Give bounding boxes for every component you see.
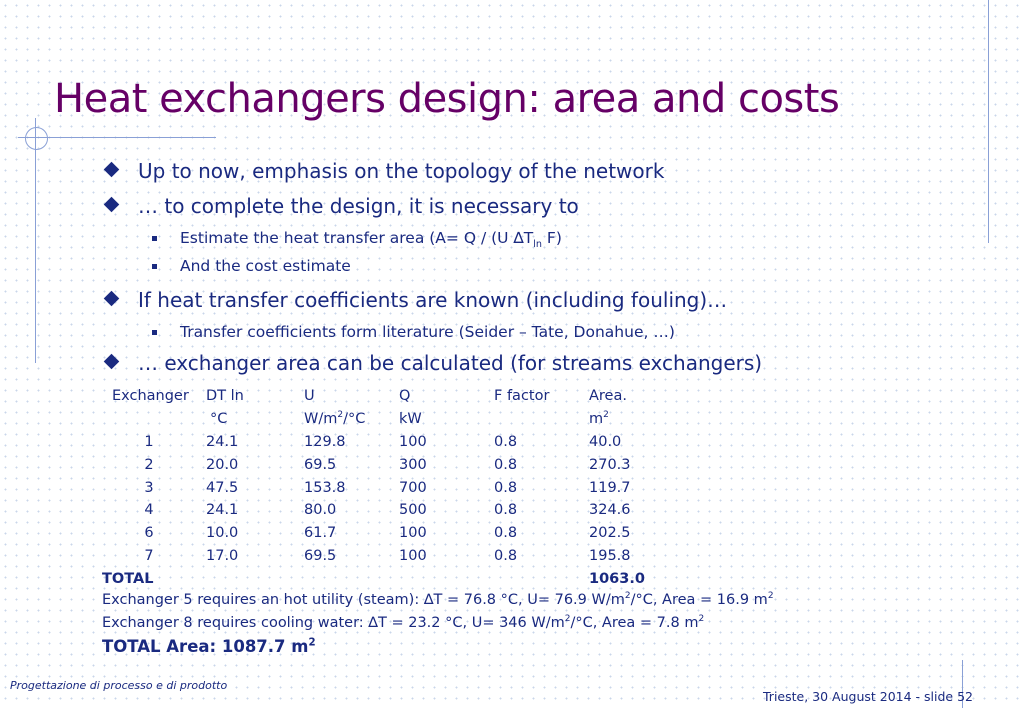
header-cell: Area. [589,388,627,405]
bullet-text: … to complete the design, it is necessar… [138,194,579,218]
table-cell: 153.8 [304,479,346,496]
unit-cell: °C [210,411,228,428]
table-row: 3 47.5 153.8 700 0.8 119.7 [102,476,689,499]
table-cell: 100 [399,525,427,542]
table-cell: 500 [399,502,427,519]
table-header-row: Exchanger DT ln U Q F factor Area. [102,385,689,408]
bullet-item: … exchanger area can be calculated (for … [103,346,984,381]
unit-cell [494,408,589,431]
bullet-item: … to complete the design, it is necessar… [103,189,984,224]
right-vertical-rule [988,0,989,243]
empty-cell [399,567,494,590]
table-cell: 1 [144,433,154,450]
note-exchanger-5: Exchanger 5 requires an hot utility (ste… [102,591,774,608]
total-value: 1063.0 [589,570,645,587]
sub-bullet-item: Estimate the heat transfer area (A= Q / … [104,224,984,252]
diamond-bullet-icon [103,353,120,370]
diamond-bullet-icon [103,161,120,178]
footer-course-name: Progettazione di processo e di prodotto [10,679,228,692]
table-cell: 119.7 [589,479,631,496]
table-cell: 20.0 [206,456,239,473]
left-vertical-rule [35,118,36,363]
bullet-item: If heat transfer coefficients are known … [103,283,984,318]
sub-bullet-text: And the cost estimate [180,257,351,275]
square-bullet-icon [152,264,157,269]
table-cell: 69.5 [304,547,337,564]
header-cell: DT ln [206,388,244,405]
table-cell: 100 [399,547,427,564]
unit-cell: W/m2/°C [304,410,366,428]
slide-title: Heat exchangers design: area and costs [54,76,840,122]
table-cell: 0.8 [494,456,518,473]
total-label: TOTAL [102,570,154,587]
footer-slide-info: Trieste, 30 August 2014 - slide 52 [763,689,973,704]
header-cell: F factor [494,388,550,405]
table-cell: 3 [144,479,154,496]
table-body: 1 24.1 129.8 100 0.8 40.0 2 20.0 69.5 300 0.8 270.3… [102,431,689,568]
table-cell: 129.8 [304,433,346,450]
unit-cell [102,408,206,431]
header-cell: Q [399,388,411,405]
table-cell: 61.7 [304,525,337,542]
table-cell: 324.6 [589,502,631,519]
table-cell: 0.8 [494,502,518,519]
bottom-right-vertical-rule [962,660,963,708]
table-cell: 100 [399,433,427,450]
empty-cell [494,567,589,590]
table-row: 6 10.0 61.7 100 0.8 202.5 [102,522,689,545]
table-row: 1 24.1 129.8 100 0.8 40.0 [102,431,689,454]
sub-bullet-text: Transfer coefficients form literature (S… [180,323,675,341]
table-total-row: TOTAL 1063.0 [102,567,689,590]
table-cell: 300 [399,456,427,473]
diamond-bullet-icon [103,290,120,307]
empty-cell [304,567,399,590]
table-cell: 17.0 [206,547,239,564]
table-cell: 80.0 [304,502,337,519]
table-cell: 270.3 [589,456,631,473]
sub-bullet-item: Transfer coefficients form literature (S… [104,318,984,346]
table-cell: 202.5 [589,525,631,542]
corner-circle-ornament [25,127,48,150]
unit-cell: kW [399,411,422,428]
bullet-item: Up to now, emphasis on the topology of t… [103,154,984,189]
bullet-list: Up to now, emphasis on the topology of t… [103,154,984,381]
bullet-text: If heat transfer coefficients are known … [138,288,728,312]
bullet-text: … exchanger area can be calculated (for … [138,351,763,375]
sub-bullet-item: And the cost estimate [104,252,984,280]
header-cell: U [304,388,315,405]
table-cell: 2 [144,456,154,473]
title-underline [18,137,216,138]
total-area-summary: TOTAL Area: 1087.7 m2 [102,637,316,656]
table-cell: 24.1 [206,502,239,519]
table-cell: 4 [144,502,154,519]
sub-bullet-text: Estimate the heat transfer area (A= Q / … [180,229,562,251]
table-cell: 0.8 [494,547,518,564]
table-cell: 7 [144,547,154,564]
table-cell: 6 [144,525,154,542]
note-exchanger-8: Exchanger 8 requires cooling water: ∆T =… [102,614,705,631]
table-cell: 700 [399,479,427,496]
table-cell: 47.5 [206,479,239,496]
table-units-row: °C W/m2/°C kW m2 [102,408,689,431]
table-cell: 24.1 [206,433,239,450]
empty-cell [206,567,304,590]
table-row: 4 24.1 80.0 500 0.8 324.6 [102,499,689,522]
table-cell: 195.8 [589,547,631,564]
table-cell: 0.8 [494,525,518,542]
square-bullet-icon [152,236,157,241]
unit-cell: m2 [589,410,609,428]
diamond-bullet-icon [103,196,120,213]
table-row: 7 17.0 69.5 100 0.8 195.8 [102,545,689,568]
table-cell: 0.8 [494,433,518,450]
exchanger-area-table: Exchanger DT ln U Q F factor Area. °C W/… [102,385,689,590]
header-cell: Exchanger [112,388,189,405]
table-cell: 0.8 [494,479,518,496]
table-cell: 10.0 [206,525,239,542]
table-cell: 40.0 [589,433,622,450]
bullet-text: Up to now, emphasis on the topology of t… [138,159,665,183]
table-cell: 69.5 [304,456,337,473]
table-row: 2 20.0 69.5 300 0.8 270.3 [102,453,689,476]
square-bullet-icon [152,330,157,335]
